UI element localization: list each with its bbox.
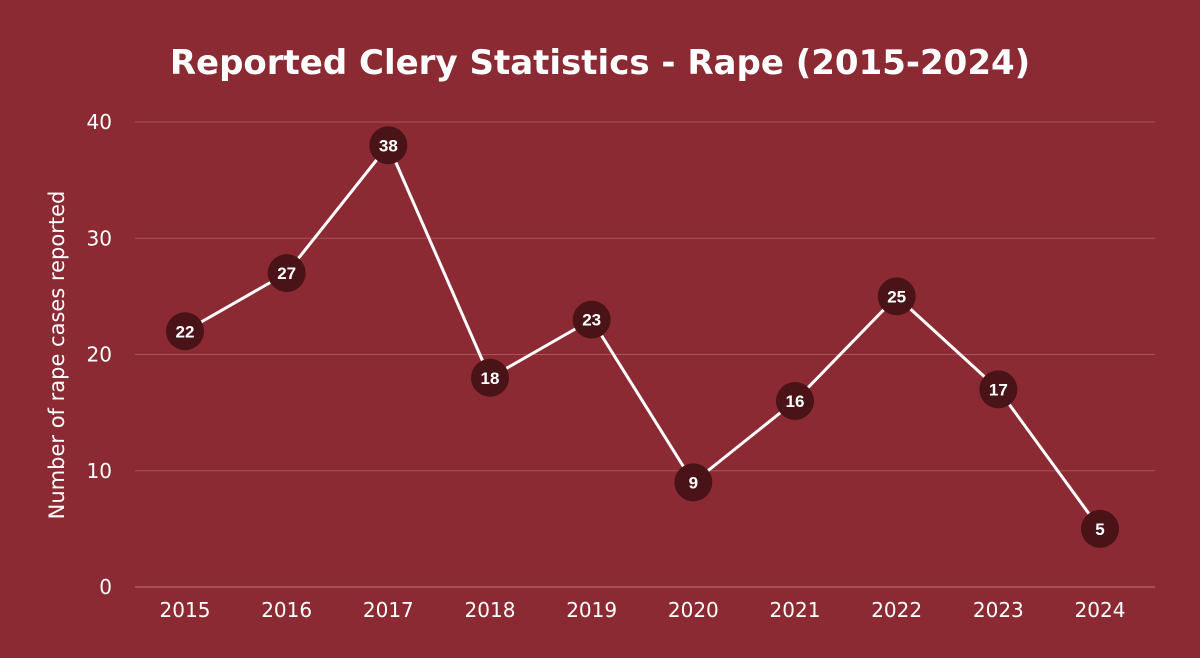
data-label: 38 (379, 136, 398, 155)
y-tick-label: 30 (87, 226, 112, 250)
data-point (1081, 509, 1119, 548)
y-axis-ticks: 0 10 20 30 40 (87, 110, 112, 599)
x-tick-label: 2018 (465, 598, 516, 622)
x-tick-label: 2021 (770, 598, 821, 622)
data-label: 18 (481, 369, 500, 388)
x-tick-label: 2023 (973, 598, 1024, 622)
y-tick-label: 20 (87, 343, 112, 367)
x-tick-label: 2017 (363, 598, 414, 622)
x-tick-label: 2020 (668, 598, 719, 622)
data-label: 17 (989, 380, 1008, 399)
data-label: 16 (786, 392, 805, 411)
data-point (674, 463, 713, 502)
data-point (572, 300, 611, 339)
series-layer: 22 27 38 18 23 9 16 25 17 5 (166, 126, 1119, 548)
data-label: 22 (176, 322, 195, 341)
y-tick-label: 0 (99, 575, 112, 599)
gridlines (135, 121, 1155, 588)
series-line (184, 143, 1102, 530)
data-point (979, 370, 1018, 409)
data-point (776, 382, 814, 420)
x-tick-label: 2016 (261, 598, 312, 622)
data-point (166, 312, 204, 351)
data-label: 27 (277, 264, 296, 283)
y-tick-label: 40 (87, 110, 112, 134)
x-tick-label: 2019 (566, 598, 617, 622)
data-point (877, 277, 916, 316)
x-tick-label: 2022 (871, 598, 922, 622)
data-point (267, 254, 306, 293)
data-point (369, 126, 408, 165)
data-label: 23 (582, 311, 601, 330)
x-tick-label: 2024 (1075, 598, 1126, 622)
x-axis-ticks: 2015 2016 2017 2018 2019 2020 2021 2022 2023 2024 (160, 598, 1126, 622)
y-tick-label: 10 (87, 459, 112, 483)
data-label: 9 (689, 473, 698, 492)
data-point (471, 358, 509, 397)
chart-title: Reported Clery Statistics - Rape (2015-2… (170, 43, 1030, 83)
y-axis-label: Number of rape cases reported (45, 191, 69, 520)
data-label: 25 (887, 287, 906, 306)
data-label: 5 (1095, 520, 1104, 539)
x-tick-label: 2015 (160, 598, 211, 622)
